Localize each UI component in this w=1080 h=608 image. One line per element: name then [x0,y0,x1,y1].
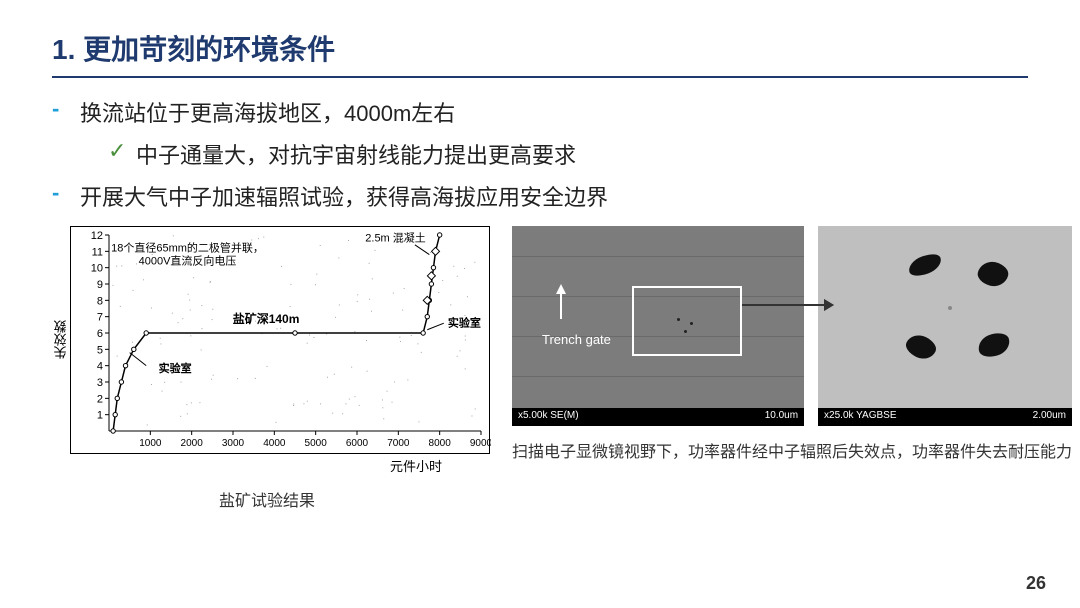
svg-text:1: 1 [97,410,103,422]
zoom-arrow [742,304,832,306]
svg-text:4000: 4000 [263,438,286,449]
bullet-1: - 换流站位于更高海拔地区，4000m左右 [52,96,1028,128]
dash-icon: - [52,180,80,212]
sem2-footer: x25.0k YAGBSE 2.00um [818,408,1072,426]
svg-text:9: 9 [97,279,103,291]
svg-text:盐矿深140m: 盐矿深140m [233,311,300,326]
svg-text:1000: 1000 [139,438,162,449]
defect-blob [903,331,939,364]
svg-text:5000: 5000 [305,438,328,449]
svg-text:2.5m 混凝土: 2.5m 混凝土 [365,231,426,245]
bullet-list: - 换流站位于更高海拔地区，4000m左右 ✓ 中子通量大，对抗宇宙射线能力提出… [52,96,1028,212]
sem1-footer-right: 10.0um [765,410,798,424]
bullet-2: - 开展大气中子加速辐照试验，获得高海拔应用安全边界 [52,180,1028,212]
svg-text:6: 6 [97,328,103,340]
check-icon: ✓ [108,138,136,170]
page-number: 26 [1026,573,1046,594]
svg-text:2: 2 [97,393,103,405]
left-figure: 失效数 123456789101112100020003000400050006… [52,226,482,511]
svg-text:9000: 9000 [470,438,491,449]
svg-text:6000: 6000 [346,438,369,449]
x-axis-label: 元件小时 [52,456,482,475]
right-caption: 扫描电子显微镜视野下，功率器件经中子辐照后失效点，功率器件失去耐压能力 [512,438,1072,462]
sem2-footer-left: x25.0k YAGBSE [824,410,896,424]
sem-wrap: Trench gate x5.00k SE(M) 10.0um x25.0k YAG… [512,226,1072,426]
sem2-footer-right: 2.00um [1033,410,1066,424]
svg-text:8000: 8000 [429,438,452,449]
svg-text:8: 8 [97,295,103,307]
svg-text:10: 10 [91,263,103,275]
trench-label: Trench gate [542,332,611,347]
svg-text:4000V直流反向电压: 4000V直流反向电压 [139,253,237,267]
svg-text:实验室: 实验室 [448,315,481,329]
slide-title: 1. 更加苛刻的环境条件 [52,28,1028,68]
dash-icon: - [52,96,80,128]
svg-text:12: 12 [91,230,103,242]
svg-text:2000: 2000 [181,438,204,449]
svg-text:4: 4 [97,361,103,373]
defect-blob [975,259,1010,290]
sem-image-2: x25.0k YAGBSE 2.00um [818,226,1072,426]
svg-text:11: 11 [92,246,103,258]
defect-blob [976,330,1013,360]
defect-blob [906,251,944,280]
right-figure: Trench gate x5.00k SE(M) 10.0um x25.0k YAG… [512,226,1072,462]
left-chart: 1234567891011121000200030004000500060007… [70,226,490,454]
sem-image-1: Trench gate x5.00k SE(M) 10.0um [512,226,804,426]
svg-text:7000: 7000 [387,438,410,449]
bullet-1-1-text: 中子通量大，对抗宇宙射线能力提出更高要求 [136,138,576,170]
title-underline [52,76,1028,78]
chart-svg: 1234567891011121000200030004000500060007… [71,227,491,455]
trench-arrow: Trench gate [542,326,611,347]
svg-text:7: 7 [97,312,103,324]
svg-text:3000: 3000 [222,438,245,449]
slide: 1. 更加苛刻的环境条件 - 换流站位于更高海拔地区，4000m左右 ✓ 中子通… [0,0,1080,608]
svg-text:3: 3 [97,377,103,389]
svg-text:5: 5 [97,344,103,356]
bullet-2-text: 开展大气中子加速辐照试验，获得高海拔应用安全边界 [80,180,1028,212]
svg-text:实验室: 实验室 [159,361,192,375]
bullet-1-1: ✓ 中子通量大，对抗宇宙射线能力提出更高要求 [108,138,1028,170]
y-axis-label: 失效数 [52,226,70,454]
sem1-footer-left: x5.00k SE(M) [518,410,579,424]
left-caption: 盐矿试验结果 [52,487,482,511]
sem1-footer: x5.00k SE(M) 10.0um [512,408,804,426]
roi-box [632,286,742,356]
svg-text:18个直径65mm的二极管并联，: 18个直径65mm的二极管并联， [111,240,264,254]
bullet-1-text: 换流站位于更高海拔地区，4000m左右 [80,96,1028,128]
figures-row: 失效数 123456789101112100020003000400050006… [52,226,1028,511]
